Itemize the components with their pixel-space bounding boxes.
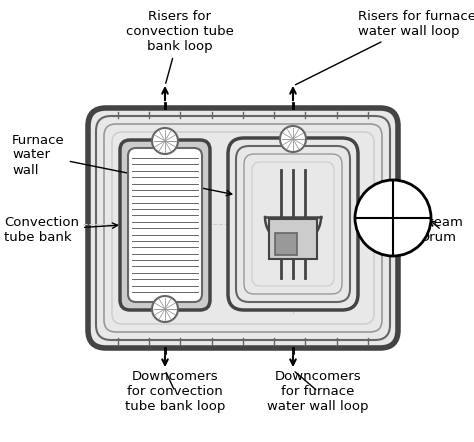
FancyBboxPatch shape — [128, 148, 202, 302]
FancyBboxPatch shape — [228, 138, 358, 310]
Circle shape — [152, 296, 178, 322]
Text: Furnace
water
wall: Furnace water wall — [12, 133, 232, 196]
Text: Convection
tube bank: Convection tube bank — [4, 216, 118, 244]
Circle shape — [280, 126, 306, 152]
Circle shape — [355, 180, 431, 256]
Bar — [275, 233, 297, 255]
Circle shape — [152, 128, 178, 154]
Text: Risers for furnace
water wall loop: Risers for furnace water wall loop — [295, 10, 474, 85]
Bar — [269, 219, 317, 259]
Text: Steam
Drum: Steam Drum — [420, 216, 463, 244]
FancyBboxPatch shape — [120, 140, 210, 310]
FancyBboxPatch shape — [88, 108, 398, 348]
Text: Risers for
convection tube
bank loop: Risers for convection tube bank loop — [126, 10, 234, 84]
Text: Downcomers
for furnace
water wall loop: Downcomers for furnace water wall loop — [267, 370, 369, 413]
Text: Downcomers
for convection
tube bank loop: Downcomers for convection tube bank loop — [125, 370, 225, 413]
